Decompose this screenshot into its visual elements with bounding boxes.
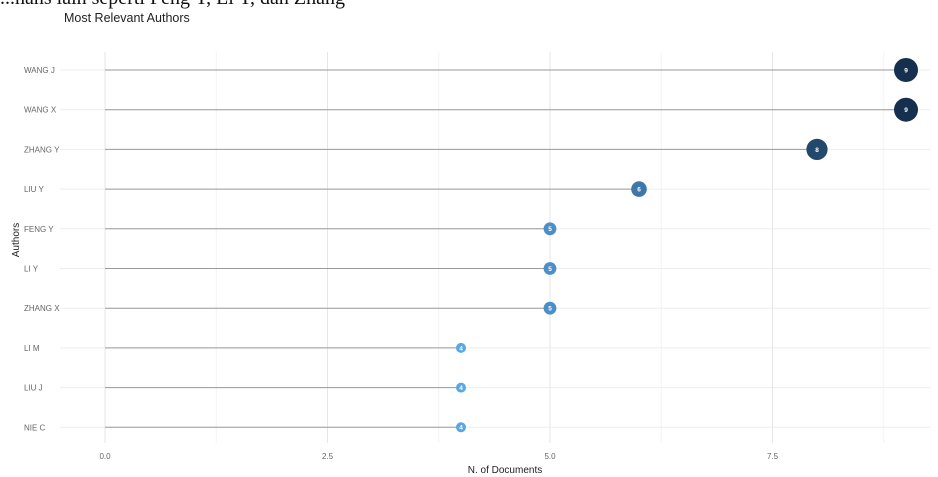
x-tick-label-2: 5.0: [544, 452, 556, 461]
value-label-7: 4: [459, 345, 463, 352]
author-label-7: LI M: [24, 344, 40, 353]
point-2: [806, 138, 828, 160]
value-label-8: 4: [459, 385, 463, 392]
value-label-6: 5: [548, 306, 552, 313]
point-7: [456, 342, 466, 353]
point-1: [894, 97, 918, 122]
point-9: [456, 422, 466, 433]
point-4: [543, 222, 557, 236]
author-label-6: ZHANG X: [24, 304, 60, 313]
chart-title: Most Relevant Authors: [64, 11, 190, 25]
point-8: [456, 382, 466, 393]
value-label-1: 9: [904, 107, 908, 114]
value-label-0: 9: [904, 67, 908, 74]
author-label-8: LIU J: [24, 384, 43, 393]
value-label-9: 4: [459, 425, 463, 432]
grid-lines: [60, 52, 930, 443]
point-5: [543, 262, 557, 275]
value-label-4: 5: [548, 226, 552, 233]
lollipop-points: 9 9 8 6 5 5 5 4 4 4: [456, 58, 918, 433]
point-0: [894, 58, 918, 82]
y-axis-title: Authors: [11, 223, 22, 257]
author-labels: WANG J WANG X ZHANG Y LIU Y FENG Y LI Y ZHANG …: [24, 66, 60, 432]
x-axis-title: N. of Documents: [468, 465, 542, 476]
author-label-2: ZHANG Y: [24, 145, 60, 154]
x-tick-label-1: 2.5: [322, 452, 334, 461]
lollipop-segments: [105, 69, 906, 428]
value-label-2: 8: [815, 147, 819, 154]
author-label-3: LIU Y: [24, 185, 45, 194]
author-label-9: NIE C: [24, 423, 46, 432]
x-tick-label-0: 0.0: [99, 452, 111, 461]
value-label-5: 5: [548, 266, 552, 273]
value-label-3: 6: [637, 187, 641, 194]
x-tick-label-3: 7.5: [767, 452, 779, 461]
caption-fragment: ...hans lain seperti Feng Y, Li Y, dan Z…: [0, 0, 345, 10]
author-label-1: WANG X: [24, 106, 57, 115]
point-6: [543, 301, 557, 315]
author-label-0: WANG J: [24, 66, 55, 75]
author-label-4: FENG Y: [24, 225, 54, 234]
x-tick-labels: 0.0 2.5 5.0 7.5: [99, 452, 778, 461]
author-label-5: LI Y: [24, 265, 39, 274]
point-3: [631, 181, 647, 197]
